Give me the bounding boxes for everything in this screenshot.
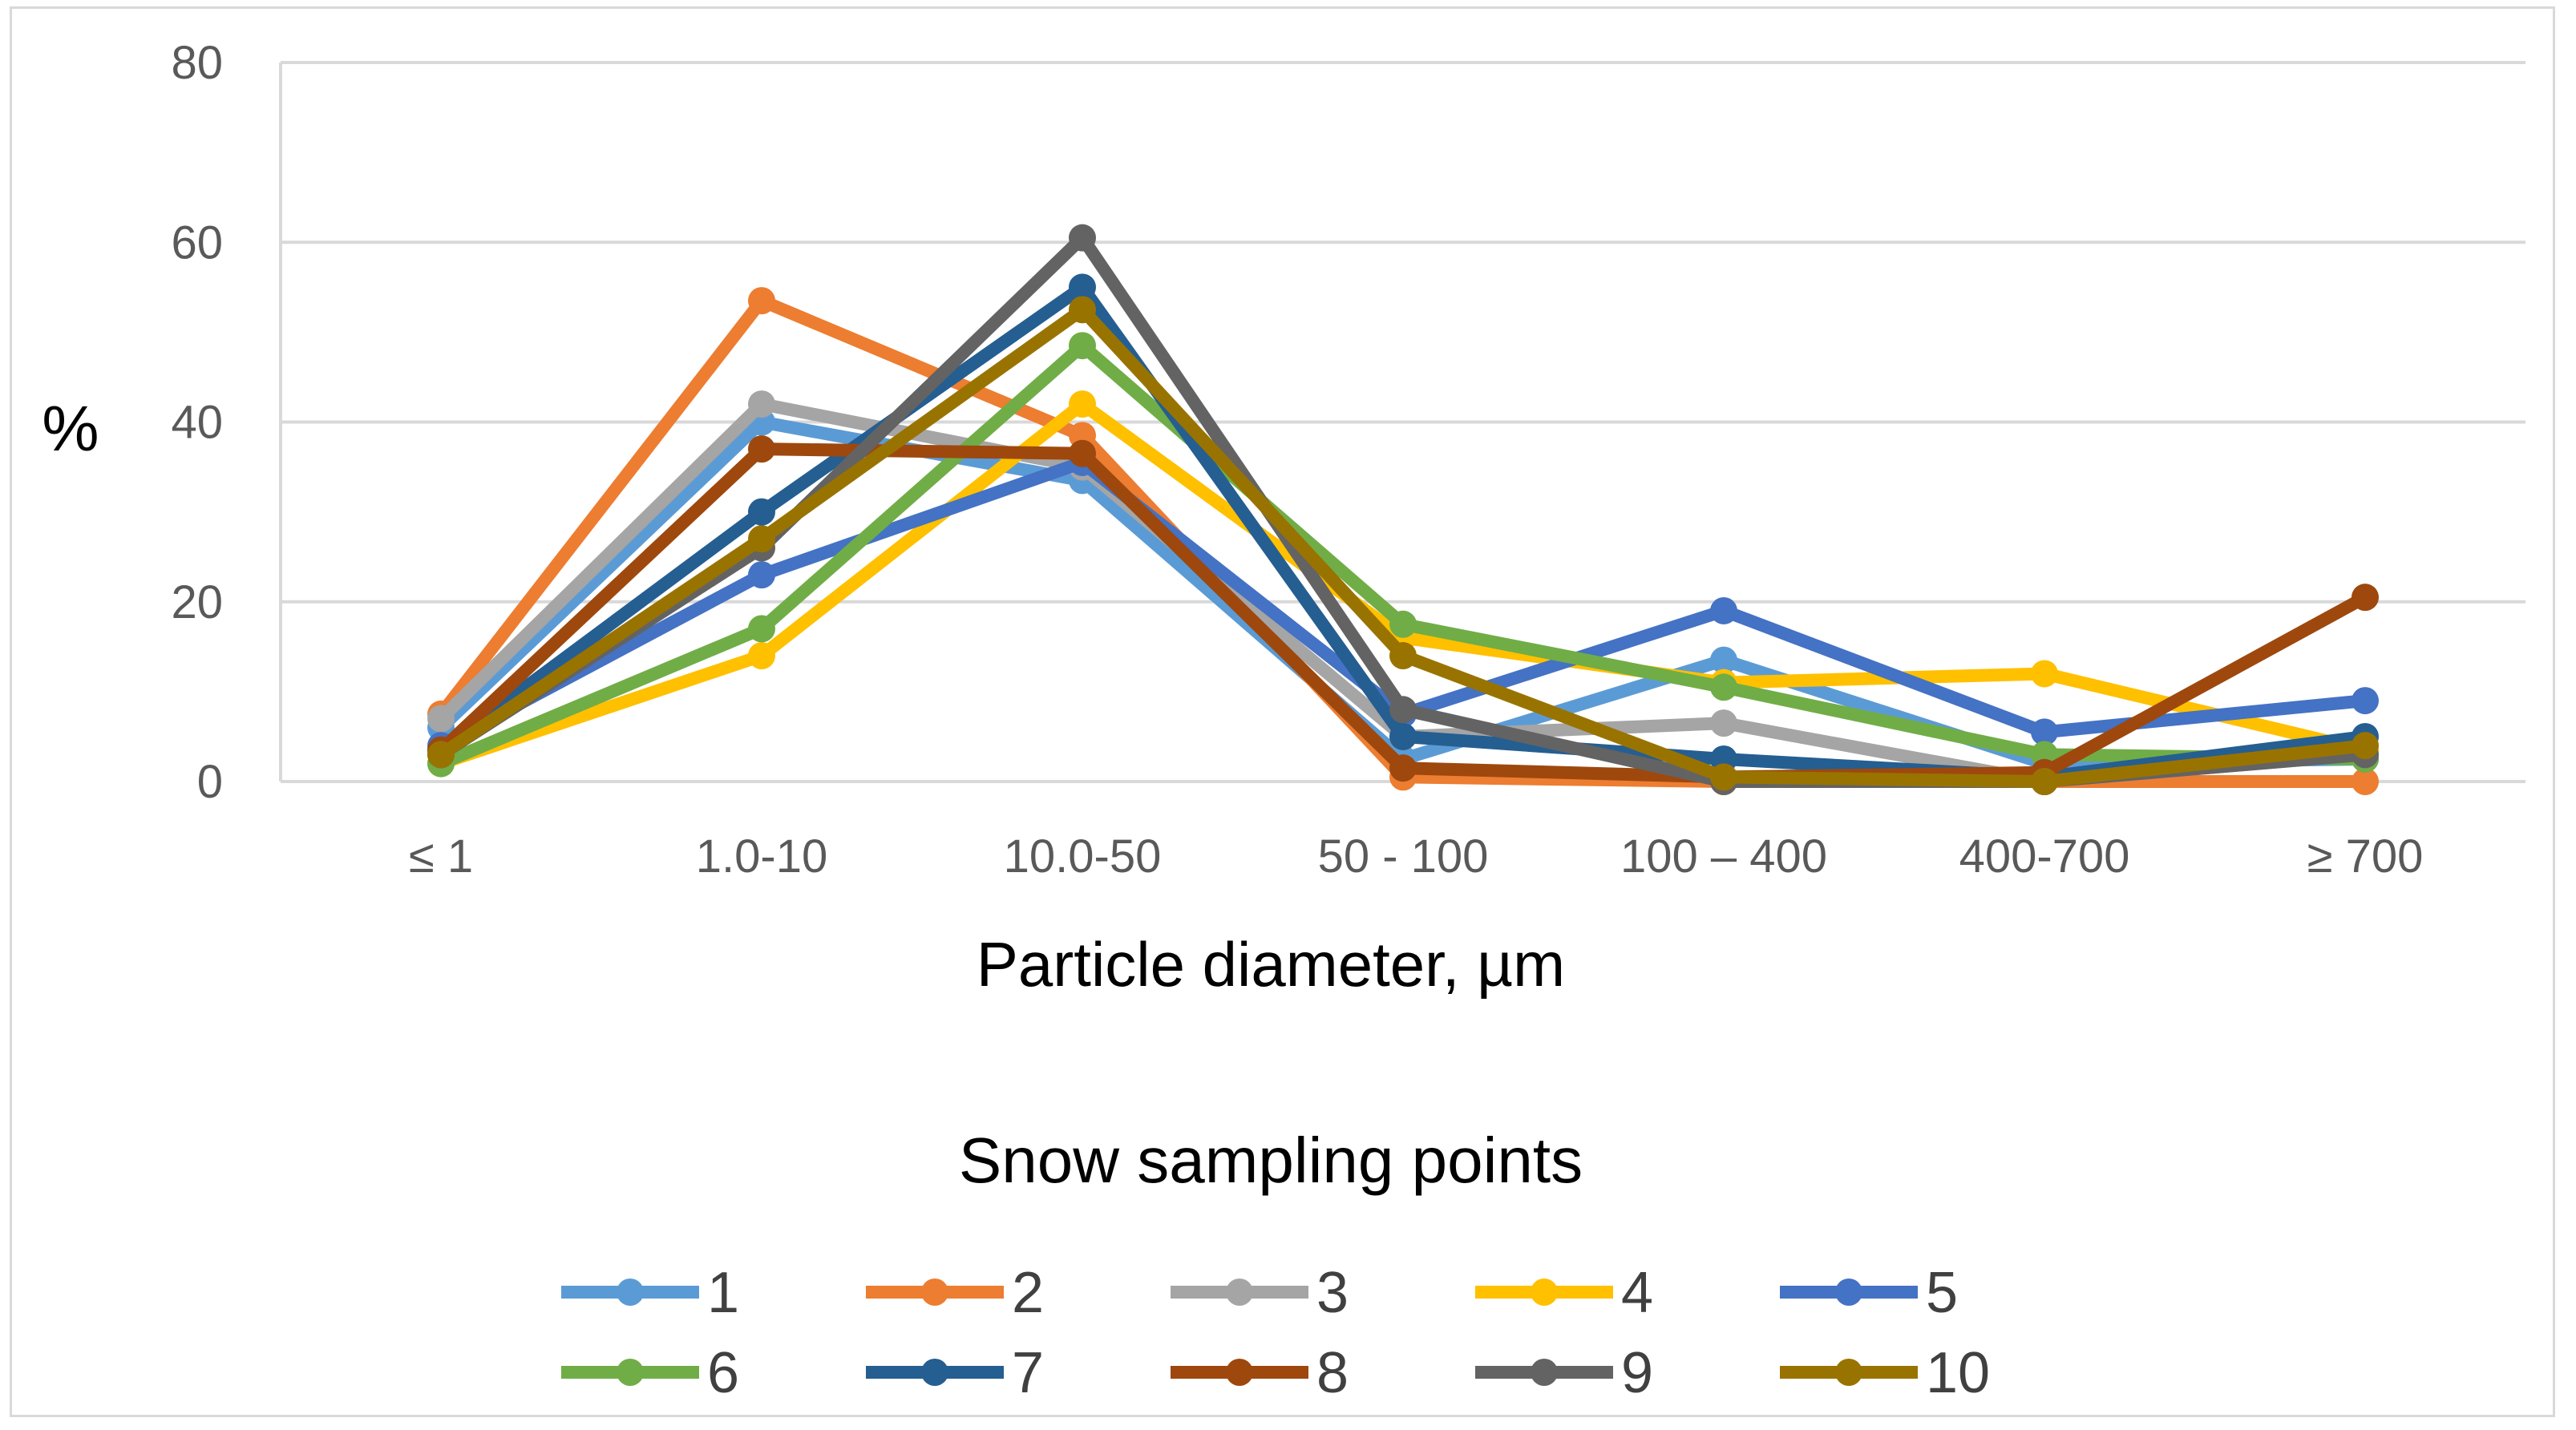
legend-swatch-marker xyxy=(1531,1359,1558,1386)
legend-item-2: 2 xyxy=(866,1261,1044,1325)
legend-swatch-marker xyxy=(617,1359,644,1386)
data-point xyxy=(2031,768,2058,795)
series-10 xyxy=(427,296,2379,795)
legend-item-6: 6 xyxy=(561,1341,739,1405)
legend-title: Snow sampling points xyxy=(959,1125,1583,1196)
data-point xyxy=(1389,610,1417,638)
data-point xyxy=(1389,696,1417,724)
legend-swatch-marker xyxy=(1531,1279,1558,1306)
legend-swatch-marker xyxy=(617,1279,644,1306)
legend-item-9: 9 xyxy=(1475,1341,1653,1405)
data-point xyxy=(1069,224,1096,252)
data-point xyxy=(1069,390,1096,418)
data-point xyxy=(748,525,775,553)
legend-swatch-marker xyxy=(1835,1359,1862,1386)
legend-label: 10 xyxy=(1926,1341,1990,1405)
x-tick-label: 10.0-50 xyxy=(1004,830,1162,883)
legend-swatch-marker xyxy=(1226,1359,1253,1386)
legend-label: 8 xyxy=(1316,1341,1349,1405)
data-point xyxy=(1069,439,1096,467)
legend-label: 1 xyxy=(707,1261,739,1325)
data-point xyxy=(427,705,455,733)
legend-swatch-marker xyxy=(921,1279,948,1306)
x-tick-label: 1.0-10 xyxy=(696,830,827,883)
legend-swatch-marker xyxy=(921,1359,948,1386)
x-axis-title: Particle diameter, µm xyxy=(977,929,1565,1000)
legend-swatch-marker xyxy=(1226,1279,1253,1306)
data-point xyxy=(2352,687,2379,715)
data-point xyxy=(748,390,775,418)
data-point xyxy=(2352,732,2379,760)
y-tick-label: 80 xyxy=(171,37,223,89)
legend-label: 2 xyxy=(1012,1261,1044,1325)
legend: 1 2 3 4 5 6 7 8 9 10 xyxy=(561,1261,1990,1405)
x-tick-label: 400-700 xyxy=(1959,830,2130,883)
y-tick-label: 40 xyxy=(171,397,223,449)
data-point xyxy=(1710,763,1737,791)
y-tick-label: 20 xyxy=(171,576,223,628)
legend-item-8: 8 xyxy=(1171,1341,1349,1405)
x-tick-label: 100 – 400 xyxy=(1620,830,1827,883)
legend-item-10: 10 xyxy=(1780,1341,1990,1405)
data-point xyxy=(748,435,775,463)
legend-item-4: 4 xyxy=(1475,1261,1653,1325)
x-tick-label: ≥ 700 xyxy=(2307,830,2424,883)
data-point xyxy=(1389,722,1417,750)
x-tick-label: 50 - 100 xyxy=(1318,830,1489,883)
legend-label: 6 xyxy=(707,1341,739,1405)
data-point xyxy=(1710,646,1737,674)
legend-item-3: 3 xyxy=(1171,1261,1349,1325)
data-point xyxy=(748,498,775,526)
y-axis-title: % xyxy=(42,393,99,464)
gridlines xyxy=(279,61,2525,783)
legend-label: 7 xyxy=(1012,1341,1044,1405)
data-point xyxy=(748,615,775,643)
data-point xyxy=(1710,709,1737,737)
data-point xyxy=(748,561,775,589)
data-point xyxy=(2031,718,2058,746)
y-tick-label: 60 xyxy=(171,216,223,269)
legend-label: 4 xyxy=(1621,1261,1653,1325)
x-tick-label: ≤ 1 xyxy=(409,830,473,883)
data-point xyxy=(1069,273,1096,301)
legend-item-1: 1 xyxy=(561,1261,739,1325)
y-axis-ticks: 0 20 40 60 80 xyxy=(171,37,223,808)
data-point xyxy=(427,741,455,769)
data-point xyxy=(2352,768,2379,795)
series-9 xyxy=(427,224,2379,795)
x-axis-ticks: ≤ 1 1.0-10 10.0-50 50 - 100 100 – 400 400-700… xyxy=(409,830,2423,883)
data-point xyxy=(748,287,775,315)
legend-item-7: 7 xyxy=(866,1341,1044,1405)
data-point xyxy=(2352,584,2379,612)
y-tick-label: 0 xyxy=(197,756,223,808)
data-point xyxy=(748,642,775,670)
legend-item-5: 5 xyxy=(1780,1261,1958,1325)
data-point xyxy=(1069,332,1096,360)
data-point xyxy=(1710,596,1737,624)
series-group xyxy=(427,224,2379,795)
legend-label: 9 xyxy=(1621,1341,1653,1405)
legend-label: 3 xyxy=(1316,1261,1349,1325)
data-point xyxy=(2031,660,2058,688)
data-point xyxy=(1389,754,1417,782)
data-point xyxy=(1710,673,1737,701)
data-point xyxy=(1069,296,1096,324)
legend-label: 5 xyxy=(1926,1261,1958,1325)
legend-swatch-marker xyxy=(1835,1279,1862,1306)
data-point xyxy=(1389,642,1417,670)
